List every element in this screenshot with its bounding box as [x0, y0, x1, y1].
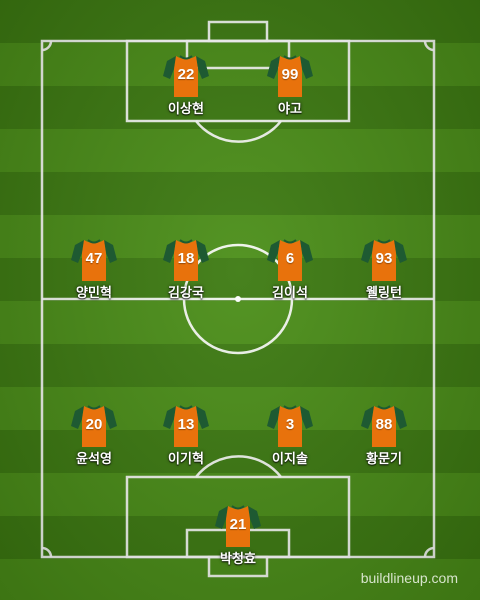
player-card[interactable]: 13 이기혁: [150, 402, 222, 472]
player-card[interactable]: 22 이상현: [150, 52, 222, 122]
player-number: 21: [229, 516, 247, 533]
player-number: 3: [285, 416, 295, 433]
jersey-icon: [163, 52, 209, 98]
jersey-icon: [267, 52, 313, 98]
player-card[interactable]: 20 윤석영: [58, 402, 130, 472]
jersey-icon: [361, 236, 407, 282]
player-name: 황문기: [366, 451, 402, 466]
jersey-icon: [267, 402, 313, 448]
player-card[interactable]: 3 이지솔: [254, 402, 326, 472]
jersey-icon: [163, 236, 209, 282]
jersey-icon: [71, 236, 117, 282]
player-card[interactable]: 6 김이석: [254, 236, 326, 306]
jersey-icon: [71, 402, 117, 448]
player-number: 22: [177, 66, 195, 83]
player-card[interactable]: 99 야고: [254, 52, 326, 122]
player-name: 야고: [278, 101, 302, 116]
player-card[interactable]: 93 웰링턴: [348, 236, 420, 306]
player-number: 99: [281, 66, 299, 83]
player-number: 93: [375, 250, 393, 267]
player-name: 이상현: [168, 101, 204, 116]
player-name: 웰링턴: [366, 285, 402, 300]
jersey-icon: [215, 502, 261, 548]
player-number: 18: [177, 250, 195, 267]
jersey-icon: [163, 402, 209, 448]
jersey-icon: [361, 402, 407, 448]
player-number: 6: [285, 250, 295, 267]
jersey-icon: [267, 236, 313, 282]
player-name: 김이석: [272, 285, 308, 300]
player-name: 김강국: [168, 285, 204, 300]
player-number: 20: [85, 416, 103, 433]
player-card[interactable]: 88 황문기: [348, 402, 420, 472]
player-number: 13: [177, 416, 195, 433]
player-card[interactable]: 47 양민혁: [58, 236, 130, 306]
player-name: 이기혁: [168, 451, 204, 466]
player-card[interactable]: 21 박청효: [202, 502, 274, 572]
player-name: 이지솔: [272, 451, 308, 466]
watermark: buildlineup.com: [360, 570, 458, 586]
player-name: 양민혁: [76, 285, 112, 300]
player-name: 박청효: [220, 551, 256, 566]
player-name: 윤석영: [76, 451, 112, 466]
player-number: 47: [85, 250, 103, 267]
player-card[interactable]: 18 김강국: [150, 236, 222, 306]
player-number: 88: [375, 416, 393, 433]
